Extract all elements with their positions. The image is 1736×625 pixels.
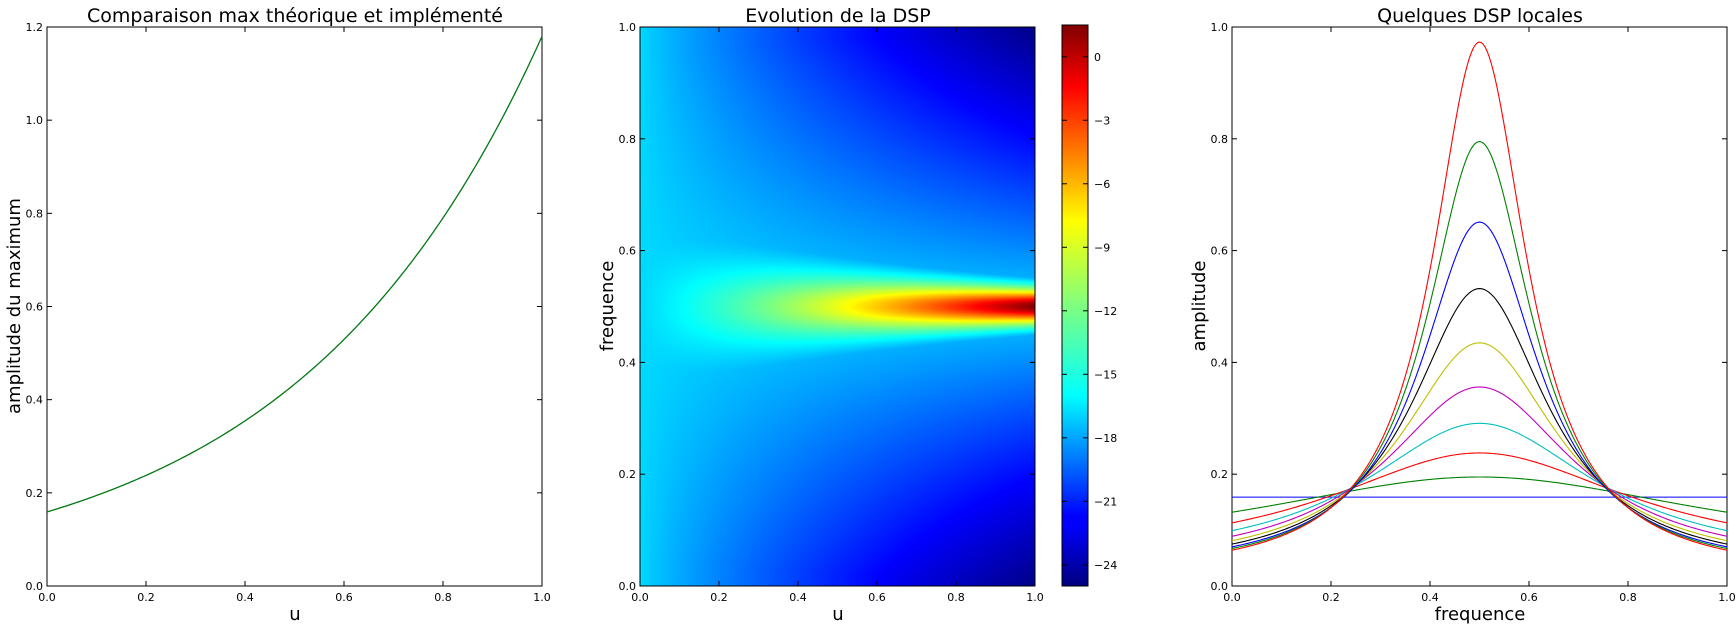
panel1-title: Comparaison max théorique et implémenté [87,5,503,27]
panel1-x-axis-label: u [289,604,300,625]
panel1-xtick-label: 0.4 [236,591,254,604]
panel1-y-ticks: 0.0 0.2 0.4 0.6 0.8 1.0 1.2 [26,21,542,593]
panel3-ytick-label: 0.4 [1211,356,1229,369]
panel3-series-line [1231,342,1728,542]
panel1-ytick-label: 0.6 [26,301,44,314]
panel1-y-axis-label: amplitude du maximum [4,198,25,414]
panel1-xtick-label: 0.8 [434,591,452,604]
panel3-series-line [1231,476,1728,513]
panel1-series-group [46,36,543,513]
panel3-series-line [1231,141,1728,550]
panel3-axes-frame [1231,26,1728,587]
panel1-ytick-label: 1.2 [26,21,44,34]
panel3-ytick-label: 0.8 [1211,133,1229,146]
panel1-ytick-label: 0.4 [26,394,44,407]
panel3-xtick-label: 0.0 [1223,591,1241,604]
panel3-ytick-label: 0.2 [1211,468,1229,481]
heatmap-canvas-wrap [640,27,1035,586]
panel-dsp-evolution: Evolution de la DSP 0.0 0.2 0.4 0.6 0.8 1.0 0… [597,5,1117,625]
panel3-title: Quelques DSP locales [1377,5,1583,27]
colorbar-tick-label: −3 [1094,114,1110,127]
panel2-ytick-label: 0.8 [619,133,637,146]
panel2-xtick-label: 0.4 [789,591,807,604]
panel3-series-line [1231,452,1728,524]
panel1-axes-frame [46,26,543,587]
colorbar-tick-label: −15 [1094,368,1117,381]
panel2-xtick-label: 0.2 [710,591,728,604]
heatmap-canvas [640,27,1035,586]
panel3-series-line [1231,221,1728,548]
panel3-series-line [1231,41,1728,551]
panel3-series-line [1231,288,1728,545]
colorbar-gradient [1061,24,1089,587]
panel2-ytick-label: 0.6 [619,245,637,258]
panel3-ytick-label: 0.6 [1211,245,1229,258]
panel3-x-axis-label: frequence [1435,604,1526,625]
panel3-series-line [1231,386,1728,537]
panel3-xtick-label: 0.6 [1520,591,1538,604]
panel3-xtick-label: 0.4 [1421,591,1439,604]
panel3-ytick-label: 0.0 [1211,580,1229,593]
panel1-ytick-label: 0.8 [26,207,44,220]
panel2-axes-frame [639,26,1036,587]
panel2-ytick-label: 1.0 [619,21,637,34]
panel1-xtick-label: 0.0 [38,591,56,604]
panel3-series-line [1231,422,1728,532]
panel3-y-ticks: 0.0 0.2 0.4 0.6 0.8 1.0 [1211,21,1727,593]
panel-local-dsp: Quelques DSP locales 0.0 0.2 0.4 0.6 0.8 1.0 … [1189,5,1736,625]
colorbar-tick-label: −24 [1094,559,1117,572]
panel1-xtick-label: 1.0 [533,591,551,604]
colorbar: 0 −3 −6 −9 −12 −15 −18 −21 −24 [1061,24,1117,587]
colorbar-tick-label: −6 [1094,178,1110,191]
panel2-x-axis-label: u [832,604,843,625]
panel1-ytick-label: 0.0 [26,580,44,593]
panel2-ytick-label: 0.2 [619,468,637,481]
panel2-ytick-label: 0.4 [619,356,637,369]
colorbar-ticks: 0 −3 −6 −9 −12 −15 −18 −21 −24 [1062,51,1117,572]
panel2-xtick-label: 1.0 [1026,591,1044,604]
colorbar-tick-label: 0 [1094,51,1101,64]
panel-max-comparison: Comparaison max théorique et implémenté … [4,5,551,625]
panel3-xtick-label: 1.0 [1718,591,1736,604]
panel1-ytick-label: 0.2 [26,487,44,500]
panel3-xtick-label: 0.2 [1322,591,1340,604]
panel2-xtick-label: 0.8 [947,591,965,604]
colorbar-tick-label: −9 [1094,241,1110,254]
panel2-ytick-label: 0.0 [619,580,637,593]
panel1-xtick-label: 0.2 [137,591,155,604]
panel2-title: Evolution de la DSP [745,5,931,27]
panel1-ytick-label: 1.0 [26,114,44,127]
colorbar-tick-label: −12 [1094,305,1117,318]
panel2-xtick-label: 0.6 [868,591,886,604]
panel3-xtick-label: 0.8 [1619,591,1637,604]
panel3-x-ticks: 0.0 0.2 0.4 0.6 0.8 1.0 [1223,27,1736,604]
panel2-y-ticks: 0.0 0.2 0.4 0.6 0.8 1.0 [619,21,1035,593]
panel2-xtick-label: 0.0 [631,591,649,604]
panel1-series-line [46,36,543,513]
panel3-ytick-label: 1.0 [1211,21,1229,34]
panel1-series-line [46,36,543,513]
panel2-y-axis-label: frequence [597,261,618,352]
panel1-x-ticks: 0.0 0.2 0.4 0.6 0.8 1.0 [38,27,551,604]
panel2-x-ticks: 0.0 0.2 0.4 0.6 0.8 1.0 [631,27,1044,604]
heatmap-image [640,27,1035,586]
panel3-series-group [1231,41,1728,551]
colorbar-tick-label: −21 [1094,495,1117,508]
panel1-xtick-label: 0.6 [335,591,353,604]
colorbar-tick-label: −18 [1094,432,1117,445]
panel3-y-axis-label: amplitude [1189,261,1210,352]
